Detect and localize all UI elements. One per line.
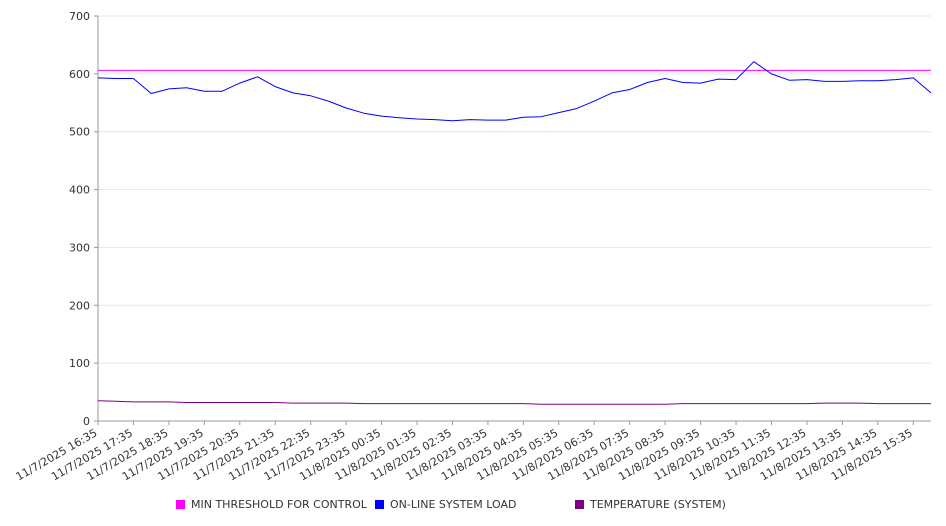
legend-swatch-temperature bbox=[575, 500, 584, 509]
legend: MIN THRESHOLD FOR CONTROL ON-LINE SYSTEM… bbox=[0, 498, 946, 514]
y-tick-label: 0 bbox=[83, 415, 90, 428]
legend-swatch-system-load bbox=[375, 500, 384, 509]
axes bbox=[97, 16, 931, 422]
series-system-load-line bbox=[97, 61, 932, 122]
legend-label-min-threshold: MIN THRESHOLD FOR CONTROL bbox=[191, 498, 367, 511]
legend-label-system-load: ON-LINE SYSTEM LOAD bbox=[390, 498, 517, 511]
series-temperature-line bbox=[97, 400, 931, 405]
legend-swatch-min-threshold bbox=[176, 500, 185, 509]
y-tick-label: 200 bbox=[69, 299, 90, 312]
legend-label-temperature: TEMPERATURE (SYSTEM) bbox=[590, 498, 726, 511]
y-tick-label: 600 bbox=[69, 68, 90, 81]
legend-item-temperature[interactable]: TEMPERATURE (SYSTEM) bbox=[575, 498, 726, 511]
y-tick-label: 700 bbox=[69, 10, 90, 23]
y-tick-label: 500 bbox=[69, 126, 90, 139]
legend-item-min-threshold[interactable]: MIN THRESHOLD FOR CONTROL bbox=[176, 498, 367, 511]
legend-item-system-load[interactable]: ON-LINE SYSTEM LOAD bbox=[375, 498, 516, 511]
y-tick-label: 100 bbox=[69, 357, 90, 370]
y-tick-label: 300 bbox=[69, 241, 90, 254]
grid-lines bbox=[98, 15, 931, 364]
series-lines bbox=[97, 61, 932, 405]
y-axis-ticks: 0 100 200 300 400 500 600 700 bbox=[69, 10, 98, 428]
y-tick-label: 400 bbox=[69, 184, 90, 197]
